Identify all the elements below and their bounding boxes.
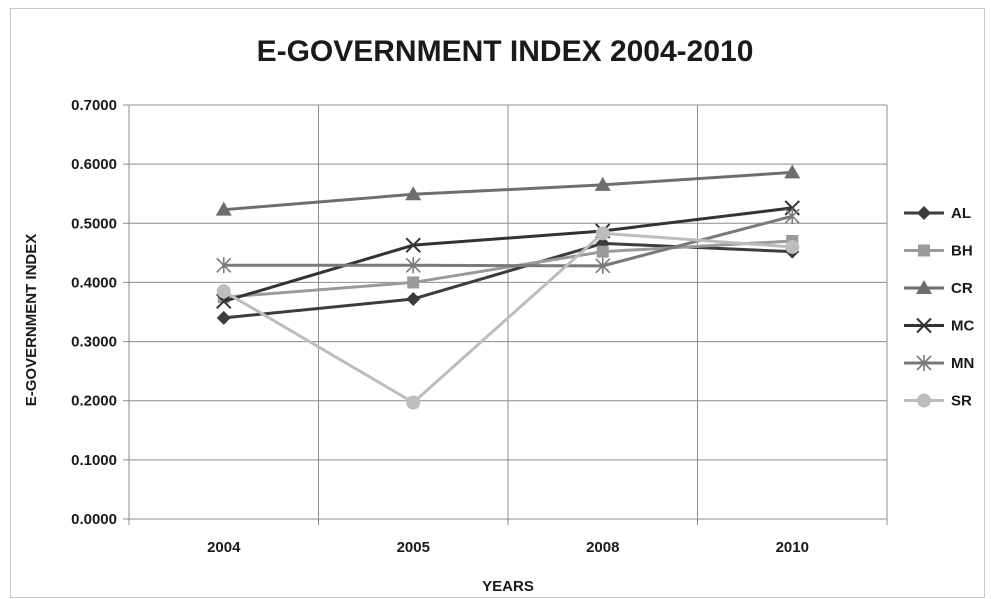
chart-svg: E-GOVERNMENT INDEX 2004-2010 0.0000 0.100… <box>23 35 974 595</box>
x-tick-label: 2005 <box>397 539 430 556</box>
data-point-bh <box>407 276 420 289</box>
data-point-mc <box>216 293 232 310</box>
data-point-mn <box>784 208 800 225</box>
data-point-cr <box>784 164 801 179</box>
y-tick-label: 0.4000 <box>71 274 117 291</box>
data-point-bh <box>596 245 609 258</box>
y-tick-label: 0.0000 <box>71 511 117 528</box>
x-tick-label: 2010 <box>776 539 809 556</box>
legend-item-sr: SR <box>904 393 972 410</box>
marker-square <box>918 244 930 257</box>
legend: AL BH CR MC MN SR <box>904 205 974 410</box>
legend-label-mn: MN <box>951 355 974 372</box>
marker-star <box>916 355 932 371</box>
data-point-sr <box>406 395 421 410</box>
marker-x-stroke <box>405 237 421 253</box>
data-point-cr <box>215 201 232 216</box>
marker-triangle <box>916 280 932 294</box>
data-point-mn <box>405 257 421 274</box>
y-tick-label: 0.1000 <box>71 452 117 469</box>
legend-label-sr: SR <box>951 393 972 410</box>
y-tick-label: 0.2000 <box>71 393 117 410</box>
y-tick-label: 0.5000 <box>71 215 117 232</box>
series-layer <box>215 164 801 410</box>
legend-item-mc: MC <box>904 318 974 335</box>
legend-item-al: AL <box>904 205 971 222</box>
series-line-cr <box>223 170 793 212</box>
legend-label-cr: CR <box>951 280 973 297</box>
legend-label-mc: MC <box>951 318 974 335</box>
x-axis-title: YEARS <box>482 578 534 595</box>
legend-item-bh: BH <box>904 243 973 260</box>
y-axis-title: E-GOVERNMENT INDEX <box>23 234 40 407</box>
grid-layer <box>128 104 888 520</box>
y-tick-label: 0.7000 <box>71 97 117 114</box>
legend-item-cr: CR <box>904 280 973 297</box>
marker-x-stroke <box>216 293 232 310</box>
marker-diamond <box>917 206 931 220</box>
data-point-sr <box>595 226 610 241</box>
series-cr <box>215 164 801 216</box>
legend-label-bh: BH <box>951 243 973 260</box>
data-point-cr <box>405 186 422 201</box>
x-tick-label: 2004 <box>207 539 241 556</box>
marker-circle <box>917 393 931 408</box>
legend-label-al: AL <box>951 205 971 222</box>
data-point-sr <box>216 284 231 299</box>
legend-item-mn: MN <box>904 355 974 372</box>
data-point-sr <box>785 239 800 254</box>
marker-x-stroke <box>916 317 932 334</box>
chart-frame: E-GOVERNMENT INDEX 2004-2010 0.0000 0.100… <box>10 8 985 598</box>
data-point-mn <box>216 257 232 274</box>
x-tick-label: 2008 <box>586 539 619 556</box>
data-point-mn <box>595 257 611 274</box>
chart-title: E-GOVERNMENT INDEX 2004-2010 <box>257 35 754 68</box>
series-sr <box>216 226 800 410</box>
data-point-mc <box>405 237 421 253</box>
y-tick-label: 0.6000 <box>71 156 117 173</box>
series-line-mc <box>223 206 793 303</box>
axis-layer: 0.0000 0.1000 0.2000 0.3000 0.4000 0.5000 0.60… <box>71 97 888 556</box>
y-tick-label: 0.3000 <box>71 334 117 351</box>
marker-x <box>916 317 932 334</box>
series-line-sr <box>222 231 793 404</box>
data-point-al <box>406 291 421 306</box>
data-point-cr <box>594 176 611 191</box>
data-point-al <box>216 310 231 325</box>
